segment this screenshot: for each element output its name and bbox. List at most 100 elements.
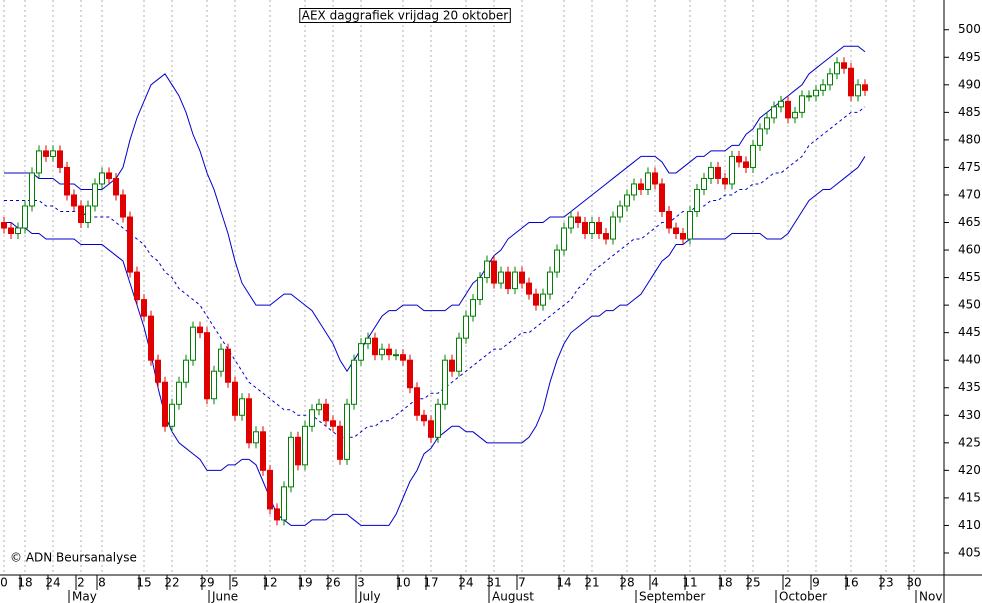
candle-body <box>456 337 462 372</box>
candle-body <box>729 155 735 185</box>
candle-body <box>771 106 777 119</box>
candle-body <box>757 128 763 146</box>
month-label: August <box>492 590 534 603</box>
candle-body <box>344 403 350 460</box>
y-tick-label: 445 <box>958 325 981 339</box>
candle-body <box>379 348 385 356</box>
y-tick-label: 410 <box>958 518 981 532</box>
candle-body <box>162 381 168 427</box>
candle-body <box>141 299 147 317</box>
candle-body <box>127 216 133 273</box>
x-tick-label: 26 <box>325 576 340 590</box>
candle-body <box>498 271 504 284</box>
candle-body <box>400 354 406 361</box>
candle-body <box>701 177 707 190</box>
candle-body <box>526 282 532 295</box>
candle-body <box>288 436 294 488</box>
candle-body <box>477 277 483 301</box>
x-tick-label: 9 <box>812 576 820 590</box>
candle-body <box>8 227 14 235</box>
candle-body <box>372 337 378 356</box>
candle-body <box>295 436 301 466</box>
month-label: October <box>779 590 827 603</box>
candle-body <box>309 409 315 427</box>
y-tick-label: 490 <box>958 77 981 91</box>
title-box <box>299 8 511 23</box>
axes: 4054104154204254304354404454504554604654… <box>0 22 981 603</box>
candle-body <box>176 381 182 405</box>
candle-body <box>575 216 581 224</box>
candle-body <box>449 359 455 372</box>
x-tick-label: 17 <box>423 576 438 590</box>
candle-body <box>680 233 686 240</box>
candle-body <box>253 431 259 444</box>
y-tick-label: 405 <box>958 545 981 559</box>
candle-body <box>666 210 672 229</box>
x-tick-label: 11 <box>682 576 697 590</box>
chart-title: AEX daggrafiek vrijdag 20 oktober <box>302 9 509 23</box>
copyright: © ADN Beursanalyse <box>10 551 137 565</box>
x-tick-label: 14 <box>556 576 571 590</box>
candle-body <box>428 420 434 438</box>
candle-body <box>71 194 77 207</box>
candle-body <box>673 227 679 235</box>
x-tick-label: 19 <box>297 576 312 590</box>
candle-body <box>617 205 623 218</box>
candle-body <box>50 150 56 157</box>
x-tick-label: 21 <box>584 576 599 590</box>
candle-body <box>351 359 357 405</box>
x-tick-label: 29 <box>199 576 214 590</box>
candle-body <box>750 144 756 168</box>
candle-body <box>736 155 742 163</box>
candle-body <box>421 414 427 422</box>
candle-body <box>15 227 21 235</box>
candle-body <box>848 67 854 97</box>
candle-body <box>645 172 651 190</box>
x-tick-label: 3 <box>357 576 365 590</box>
candle-body <box>512 271 518 290</box>
candle-body <box>239 398 245 416</box>
candle-body <box>169 403 175 427</box>
candle-body <box>834 62 840 75</box>
candle-body <box>274 508 280 521</box>
x-tick-label: 5 <box>231 576 239 590</box>
candle-body <box>148 315 154 361</box>
y-tick-label: 440 <box>958 353 981 367</box>
y-tick-label: 460 <box>958 243 981 257</box>
month-label: June <box>211 590 238 603</box>
candle-body <box>799 95 805 113</box>
plot-area <box>1 45 868 526</box>
x-tick-label: 31 <box>486 576 501 590</box>
candle-body <box>365 337 371 345</box>
candle-body <box>358 343 364 361</box>
candle-body <box>337 425 343 460</box>
y-tick-label: 415 <box>958 490 981 504</box>
candle-body <box>302 425 308 466</box>
candle-body <box>92 183 98 207</box>
candle-body <box>106 172 112 179</box>
candle-body <box>197 326 203 334</box>
candle-body <box>743 161 749 168</box>
candle-body <box>246 398 252 444</box>
x-tick-label: 7 <box>518 576 526 590</box>
candle-body <box>281 486 287 521</box>
y-tick-label: 420 <box>958 463 981 477</box>
candle-body <box>764 117 770 130</box>
band-lower <box>4 156 866 526</box>
y-tick-label: 465 <box>958 215 981 229</box>
candle-body <box>407 359 413 389</box>
y-tick-label: 425 <box>958 435 981 449</box>
candle-body <box>708 166 714 179</box>
x-tick-label: 8 <box>98 576 106 590</box>
candle-body <box>155 359 161 383</box>
candle-body <box>631 183 637 196</box>
candle-body <box>540 293 546 306</box>
candle-body <box>820 84 826 91</box>
candle-body <box>582 222 588 235</box>
candle-body <box>442 359 448 405</box>
y-tick-label: 485 <box>958 105 981 119</box>
candle-body <box>505 271 511 290</box>
candle-body <box>813 89 819 97</box>
candle-body <box>561 227 567 251</box>
